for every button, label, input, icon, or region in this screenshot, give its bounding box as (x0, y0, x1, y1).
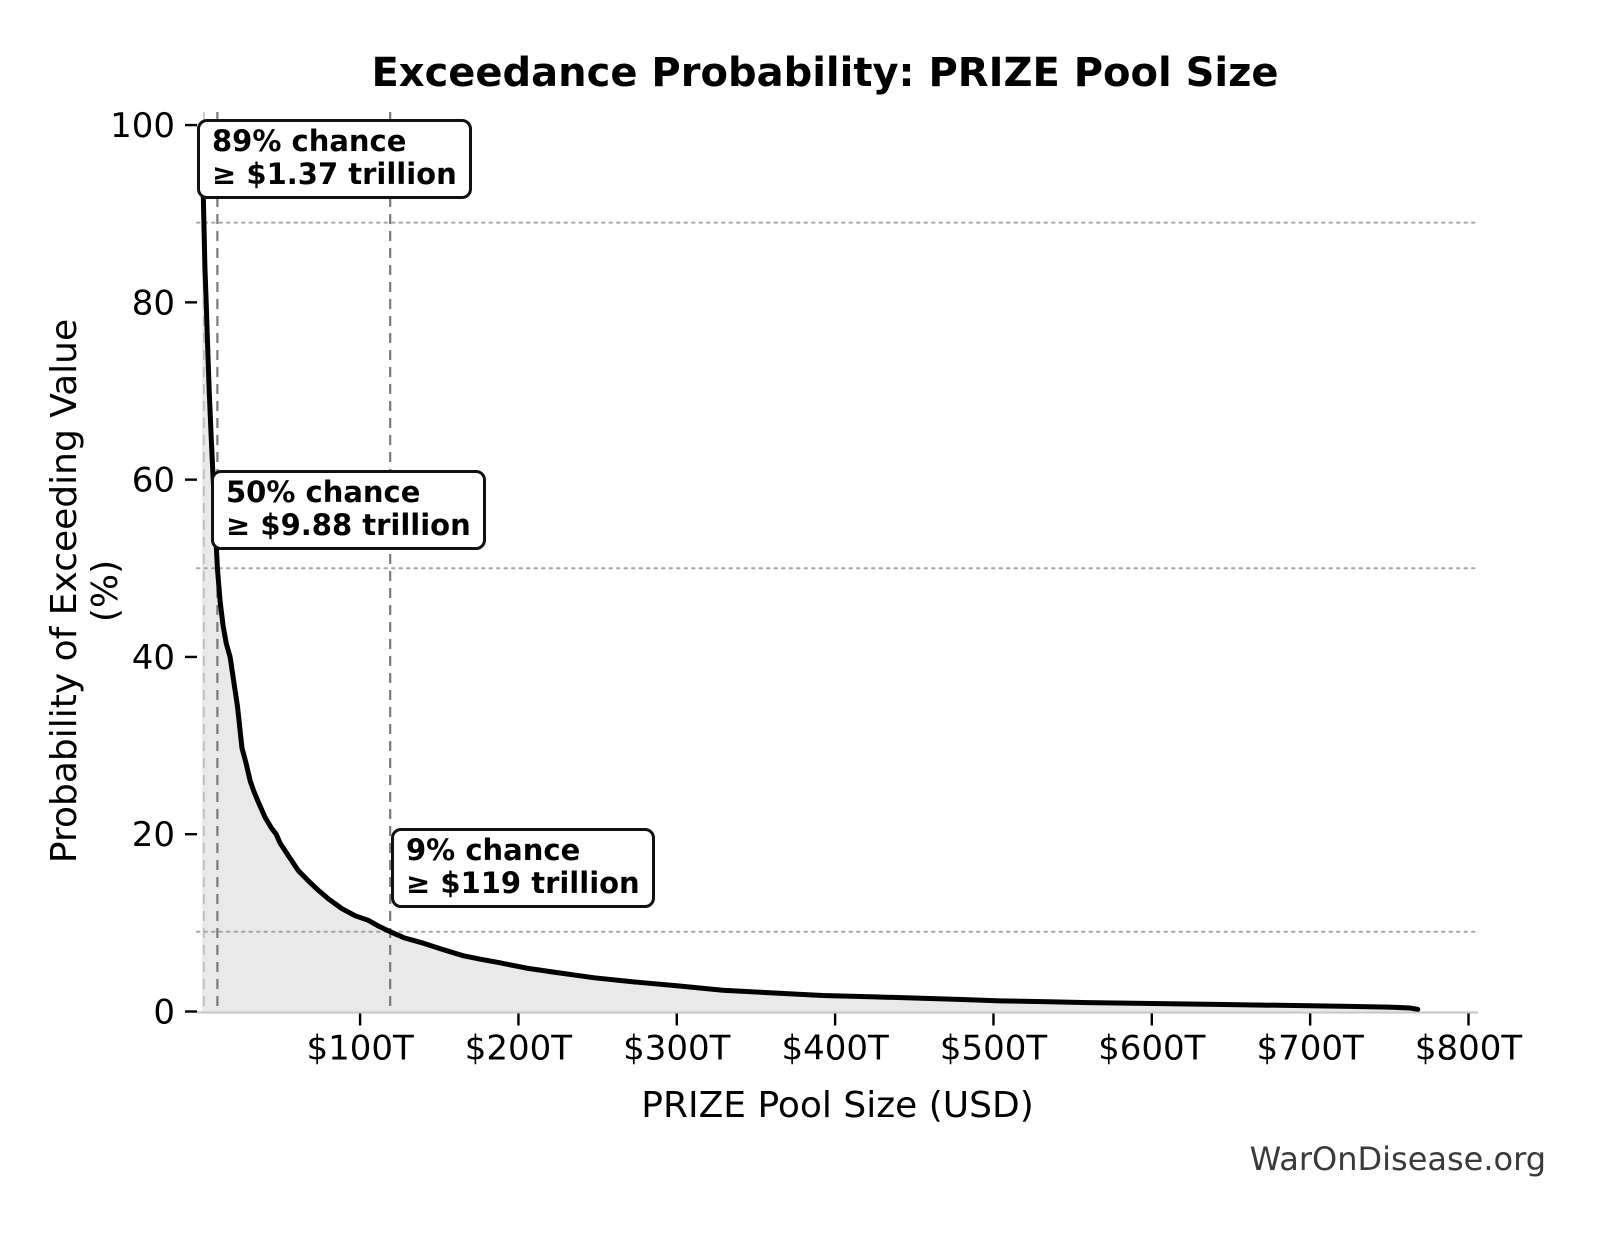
x-tick-label: $600T (1098, 1029, 1206, 1069)
annotation-9pct-box: 9% chance ≥ $119 trillion (391, 828, 655, 909)
area-under-curve (202, 125, 1418, 1012)
y-tick-label: 100 (110, 106, 175, 146)
x-tick-label: $300T (623, 1029, 731, 1069)
annotation-89pct-box: 89% chance ≥ $1.37 trillion (197, 119, 472, 200)
annotation-9pct-line2: ≥ $119 trillion (406, 866, 640, 901)
y-tick-label: 0 (153, 993, 175, 1033)
annotation-89pct-line1: 89% chance (212, 124, 407, 158)
annotation-50pct-line2: ≥ $9.88 trillion (226, 508, 471, 543)
chart-title: Exceedance Probability: PRIZE Pool Size (371, 50, 1279, 96)
x-tick-label: $800T (1415, 1029, 1523, 1069)
annotation-9pct-line1: 9% chance (406, 833, 581, 867)
x-tick-label: $700T (1257, 1029, 1365, 1069)
y-tick-label: 40 (132, 638, 175, 678)
y-tick-label: 80 (132, 283, 175, 323)
exceedance-curve (199, 122, 1421, 1012)
x-tick-label: $100T (306, 1029, 414, 1069)
x-tick-label: $400T (781, 1029, 889, 1069)
y-tick-label: 60 (132, 461, 175, 501)
x-axis-title: PRIZE Pool Size (USD) (641, 1085, 1034, 1126)
annotation-89pct-line2: ≥ $1.37 trillion (212, 157, 457, 192)
annotation-50pct-line1: 50% chance (226, 475, 421, 509)
x-tick-label: $500T (940, 1029, 1048, 1069)
annotation-50pct-box: 50% chance ≥ $9.88 trillion (211, 470, 486, 551)
x-tick-label: $200T (465, 1029, 573, 1069)
watermark: WarOnDisease.org (1249, 1140, 1546, 1178)
y-axis-title: Probability of Exceeding Value (%) (44, 318, 126, 864)
y-tick-label: 20 (132, 815, 175, 855)
